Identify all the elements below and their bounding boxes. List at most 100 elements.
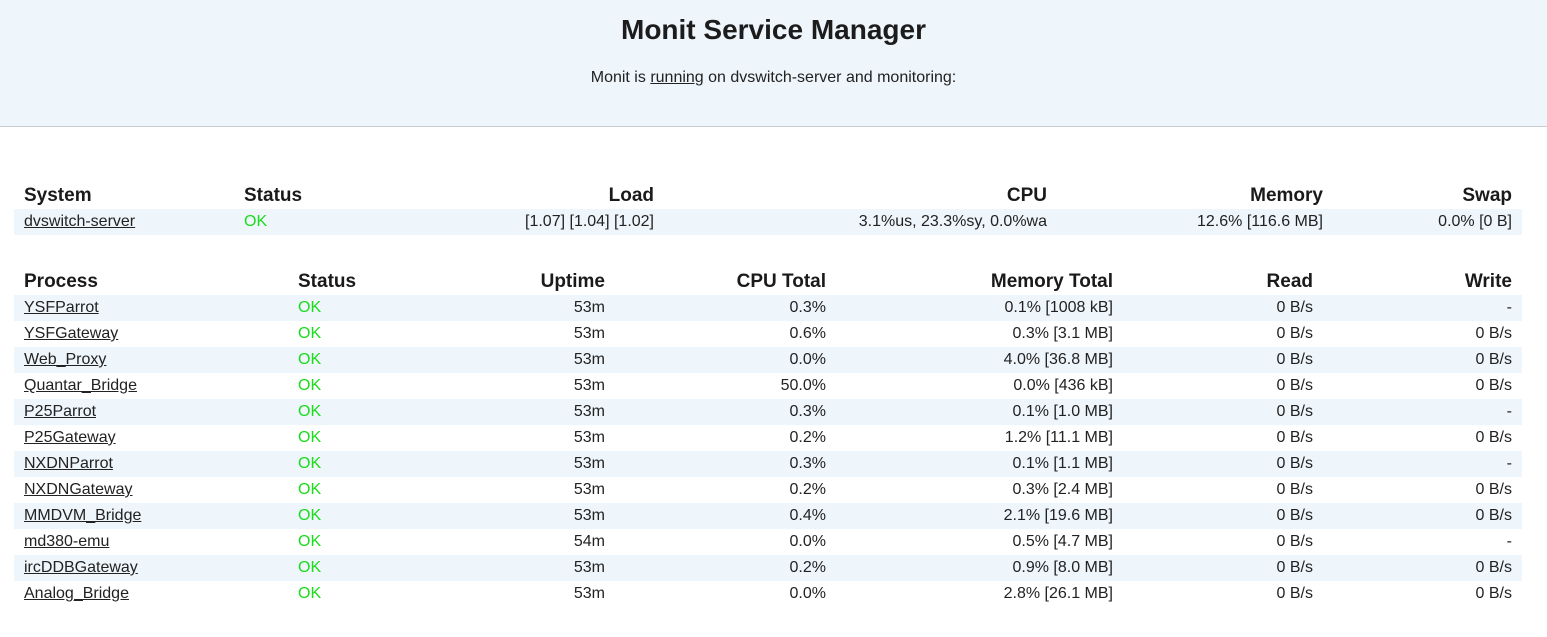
read-col-header: Read [1266,271,1313,292]
cpu-total-col-header: CPU Total [736,271,826,292]
process-memory-total: 2.1% [19.6 MB] [836,503,1123,529]
process-memory-total: 0.1% [1.0 MB] [836,399,1123,425]
process-status: OK [288,555,468,581]
process-uptime: 54m [573,533,605,550]
process-cpu-total: 0.6% [789,325,826,342]
process-read: 0 B/s [1276,377,1313,394]
process-uptime: 53m [468,347,615,373]
process-read: 0 B/s [1123,295,1323,321]
process-status: OK [298,325,322,342]
table-row: YSFGateway OK 53m 0.6% 0.3% [3.1 MB] 0 B/s 0 B… [14,321,1522,347]
process-name-cell: P25Parrot [14,399,288,425]
process-table: Process Status Uptime CPU Total Memory T… [14,269,1522,607]
load-col-header: Load [608,185,654,206]
process-memory-total: 1.2% [11.1 MB] [1004,429,1113,446]
process-read: 0 B/s [1276,481,1313,498]
process-uptime: 53m [468,295,615,321]
table-row: YSFParrot OK 53m 0.3% 0.1% [1008 kB] 0 B/s - [14,295,1522,321]
system-header-row: System Status Load CPU Memory Swap [14,183,1522,209]
process-col-header: Process [24,271,98,292]
process-name-cell: NXDNParrot [14,451,288,477]
process-name-cell: YSFParrot [14,295,288,321]
running-link[interactable]: running [650,69,704,86]
process-cpu-total: 0.4% [615,503,836,529]
process-name-cell: md380-emu [14,529,288,555]
process-header-row: Process Status Uptime CPU Total Memory T… [14,269,1522,295]
system-row: dvswitch-server OK [1.07] [1.04] [1.02] … [14,209,1522,235]
process-name-link[interactable]: ircDDBGateway [24,559,138,576]
process-memory-total: 0.1% [1.1 MB] [836,451,1123,477]
process-write: - [1323,451,1522,477]
process-uptime: 53m [573,481,605,498]
process-status: OK [298,429,322,446]
subtitle-prefix: Monit is [590,69,651,86]
process-cpu-total: 0.3% [615,451,836,477]
process-cpu-total: 0.2% [789,429,826,446]
process-uptime: 53m [468,451,615,477]
process-status: OK [298,585,322,602]
process-write: - [1506,533,1512,550]
process-status: OK [298,533,322,550]
process-name-cell: Quantar_Bridge [14,373,288,399]
process-name-link[interactable]: Web_Proxy [24,351,107,368]
process-write: 0 B/s [1475,325,1512,342]
process-name-link[interactable]: Quantar_Bridge [24,377,137,394]
status-col-header: Status [298,271,357,292]
process-write: 0 B/s [1475,585,1512,602]
uptime-col-header: Uptime [540,271,605,292]
process-name-link[interactable]: MMDVM_Bridge [24,507,142,524]
process-write: - [1323,399,1522,425]
process-read: 0 B/s [1123,555,1323,581]
process-memory-total: 0.9% [8.0 MB] [836,555,1123,581]
cpu-col-header: CPU [1006,185,1047,206]
process-status: OK [298,377,322,394]
process-status: OK [288,399,468,425]
process-name-link[interactable]: NXDNParrot [24,455,113,472]
process-uptime: 53m [573,377,605,394]
process-read: 0 B/s [1123,399,1323,425]
process-memory-total: 0.5% [4.7 MB] [1012,533,1114,550]
system-status: OK [234,209,434,235]
system-name-link[interactable]: dvswitch-server [24,213,136,230]
process-write: 0 B/s [1475,429,1512,446]
process-memory-total: 0.3% [3.1 MB] [1012,325,1114,342]
table-row: Analog_Bridge OK 53m 0.0% 2.8% [26.1 MB] 0 B/… [14,581,1522,607]
table-row: ircDDBGateway OK 53m 0.2% 0.9% [8.0 MB] 0 B/s… [14,555,1522,581]
system-load: [1.07] [1.04] [1.02] [434,209,664,235]
process-name-link[interactable]: md380-emu [24,533,110,550]
process-status: OK [288,451,468,477]
process-uptime: 53m [468,503,615,529]
process-read: 0 B/s [1276,533,1313,550]
process-name-link[interactable]: P25Parrot [24,403,97,420]
process-cpu-total: 0.3% [615,399,836,425]
process-read: 0 B/s [1123,347,1323,373]
process-name-cell: YSFGateway [14,321,288,347]
subtitle-suffix: on dvswitch-server and monitoring: [703,69,957,86]
process-memory-total: 4.0% [36.8 MB] [836,347,1123,373]
process-cpu-total: 0.3% [615,295,836,321]
process-read: 0 B/s [1276,325,1313,342]
process-name-link[interactable]: YSFGateway [24,325,119,342]
system-swap: 0.0% [0 B] [1333,209,1522,235]
process-memory-total: 0.0% [436 kB] [1013,377,1113,394]
process-name-cell: MMDVM_Bridge [14,503,288,529]
process-name-link[interactable]: Analog_Bridge [24,585,129,602]
table-row: P25Gateway OK 53m 0.2% 1.2% [11.1 MB] 0 B/s 0 … [14,425,1522,451]
process-uptime: 53m [573,585,605,602]
memory-total-col-header: Memory Total [990,271,1113,292]
process-memory-total: 0.3% [2.4 MB] [1012,481,1114,498]
process-name-link[interactable]: P25Gateway [24,429,116,446]
process-write: 0 B/s [1475,377,1512,394]
process-name-cell: NXDNGateway [14,477,288,503]
process-status: OK [288,347,468,373]
process-uptime: 53m [468,555,615,581]
process-cpu-total: 0.2% [615,555,836,581]
write-col-header: Write [1464,271,1512,292]
page-header: Monit Service Manager Monit is running o… [0,0,1547,127]
memory-col-header: Memory [1250,185,1323,206]
process-name-link[interactable]: YSFParrot [24,299,99,316]
table-row: Quantar_Bridge OK 53m 50.0% 0.0% [436 kB] 0 B… [14,373,1522,399]
process-uptime: 53m [468,399,615,425]
table-row: md380-emu OK 54m 0.0% 0.5% [4.7 MB] 0 B/s - [14,529,1522,555]
process-name-link[interactable]: NXDNGateway [24,481,133,498]
